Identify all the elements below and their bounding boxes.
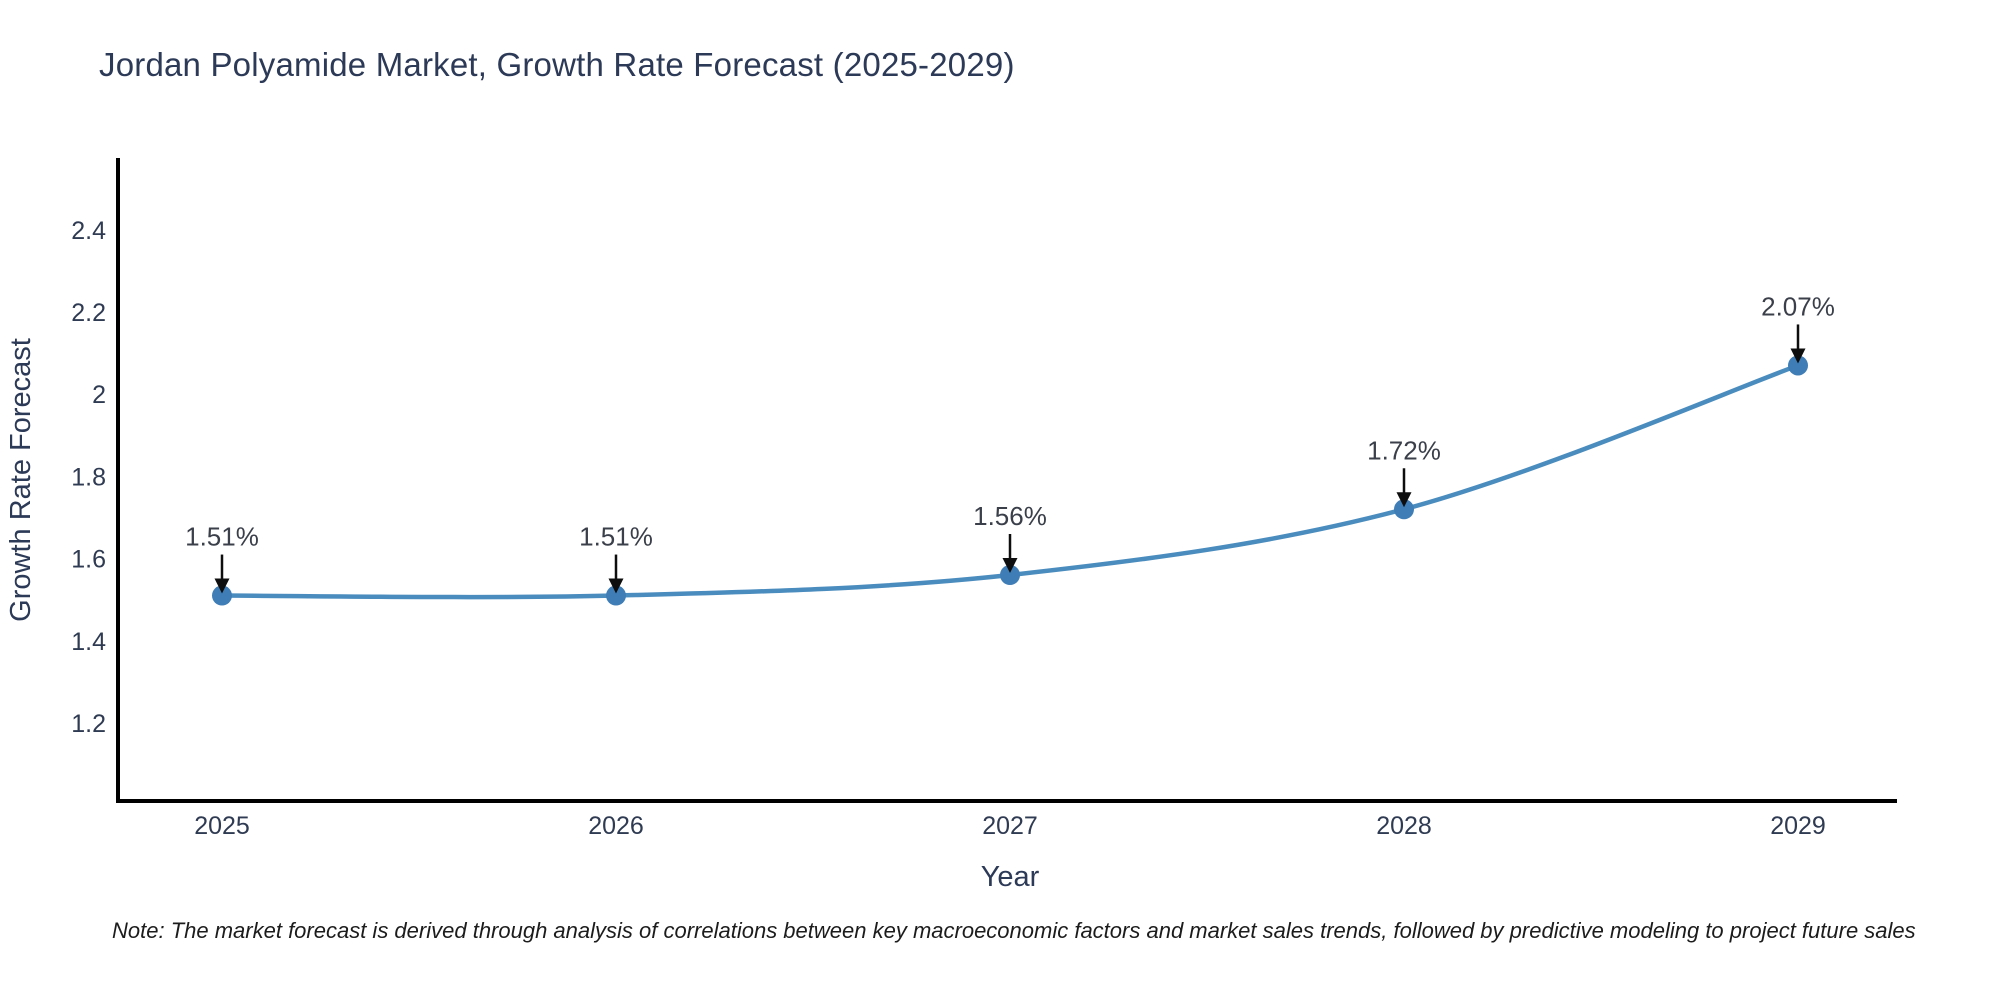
x-tick-label: 2027 (982, 812, 1038, 840)
x-axis-tick-labels: 2025 2026 2027 2028 2029 (194, 812, 1826, 840)
annotation-arrow-head (1396, 492, 1412, 508)
data-point-marker (212, 585, 232, 606)
data-point-label: 1.51% (185, 522, 259, 552)
x-tick-label: 2028 (1376, 812, 1432, 840)
x-tick-label: 2025 (194, 812, 250, 840)
y-tick-label: 1.4 (71, 628, 106, 656)
data-point-label: 1.51% (579, 522, 653, 552)
y-axis-tick-labels: 2.4 2.2 2 1.8 1.6 1.4 1.2 (71, 217, 106, 738)
annotation-arrow-head (214, 578, 230, 594)
y-tick-label: 2.2 (71, 299, 106, 327)
data-point-label: 1.56% (973, 501, 1047, 531)
x-axis-title: Year (981, 861, 1040, 893)
line-series (212, 355, 1808, 606)
annotation-arrow-head (1002, 558, 1018, 574)
annotation-arrow-head (1790, 348, 1806, 364)
y-tick-label: 1.6 (71, 546, 106, 574)
x-tick-label: 2026 (588, 812, 644, 840)
data-point-marker (1788, 355, 1808, 376)
y-tick-label: 1.2 (71, 710, 106, 738)
y-axis-title: Growth Rate Forecast (5, 338, 37, 622)
data-point-marker (1000, 565, 1020, 586)
point-annotations: 1.51% 1.51% 1.56% 1.72% 2.07% (185, 291, 1835, 594)
y-tick-label: 2.4 (71, 217, 106, 245)
y-tick-label: 2 (92, 381, 106, 409)
chart-title: Jordan Polyamide Market, Growth Rate For… (99, 46, 1015, 83)
data-point-label: 1.72% (1367, 435, 1441, 465)
data-point-label: 2.07% (1761, 291, 1835, 321)
y-tick-label: 1.8 (71, 463, 106, 491)
x-tick-label: 2029 (1770, 812, 1826, 840)
annotation-arrow-head (608, 578, 624, 594)
data-point-marker (1394, 499, 1414, 520)
footnote: Note: The market forecast is derived thr… (112, 918, 1916, 943)
data-point-marker (606, 585, 626, 606)
